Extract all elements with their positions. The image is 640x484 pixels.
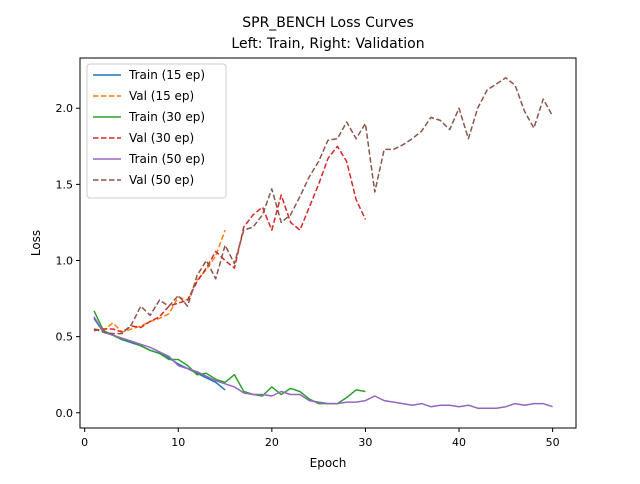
y-tick-label: 0.5 [56,331,74,344]
x-tick-label: 50 [546,436,560,449]
series-line-2 [93,310,366,405]
x-tick-label: 30 [358,436,372,449]
series-lines [93,77,554,409]
chart-title: SPR_BENCH Loss Curves [242,15,414,31]
x-tick-label: 10 [171,436,185,449]
y-tick-label: 1.0 [56,255,74,268]
y-tick-label: 0.0 [56,407,74,420]
legend-label: Train (30 ep) [128,110,205,124]
x-axis: 0 10 20 30 40 50 [81,428,560,449]
legend-label: Val (15 ep) [129,89,194,103]
x-axis-label: Epoch [310,456,347,470]
legend-box [86,63,227,199]
series-line-5 [93,77,554,335]
x-tick-label: 40 [452,436,466,449]
x-tick-label: 20 [265,436,279,449]
legend-label: Train (50 ep) [128,152,205,166]
series-line-1 [93,229,226,333]
legend-label: Train (15 ep) [128,68,205,82]
x-tick-label: 0 [81,436,88,449]
y-tick-label: 1.5 [56,178,74,191]
y-axis: 0.0 0.5 1.0 1.5 2.0 [56,102,80,420]
y-tick-label: 2.0 [56,102,74,115]
legend: Train (15 ep) Val (15 ep) Train (30 ep) Val… [86,63,227,199]
legend-label: Val (50 ep) [129,173,194,187]
series-line-4 [93,316,553,409]
y-axis-label: Loss [29,230,43,256]
legend-label: Val (30 ep) [129,131,194,145]
axes-frame [79,57,577,429]
series-line-3 [93,145,367,333]
chart-subtitle: Left: Train, Right: Validation [231,36,424,52]
